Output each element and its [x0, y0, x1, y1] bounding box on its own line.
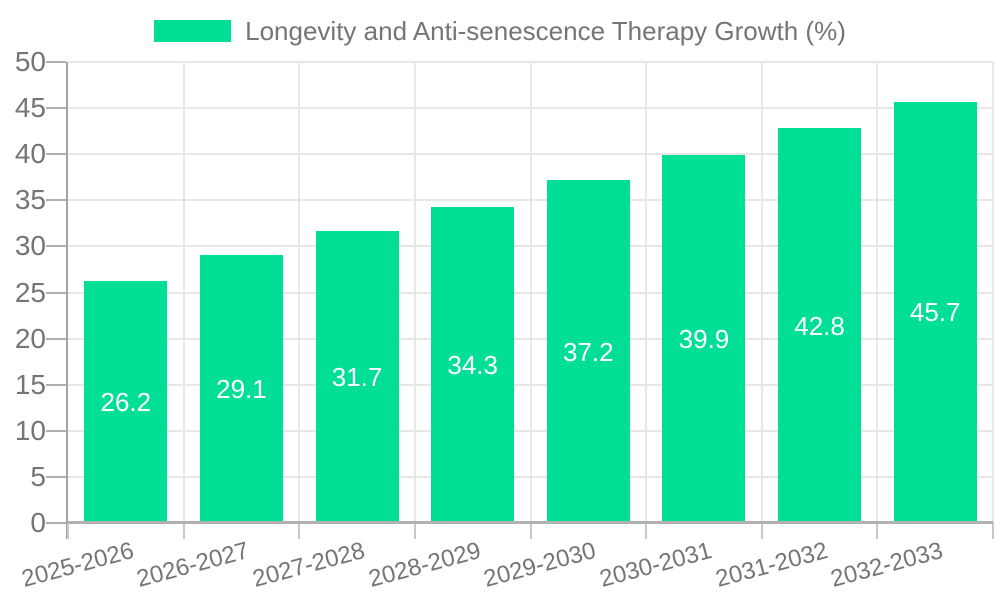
x-tick	[992, 523, 994, 539]
bar	[778, 128, 862, 523]
bar-value-label: 37.2	[563, 336, 614, 367]
bar	[431, 206, 515, 523]
bar	[546, 180, 630, 523]
gridline-v	[876, 62, 879, 523]
y-axis-tick-label: 20	[14, 322, 46, 354]
y-axis-tick-label: 50	[14, 46, 46, 77]
x-tick	[298, 523, 301, 539]
x-tick	[182, 523, 185, 539]
gridline-v	[992, 62, 994, 523]
y-tick	[46, 107, 66, 110]
x-tick	[529, 523, 532, 539]
gridline-v	[760, 62, 763, 523]
y-tick	[46, 291, 66, 294]
gridline-v	[645, 62, 648, 523]
y-axis-tick-label: 10	[14, 414, 46, 446]
y-tick	[46, 522, 66, 524]
bar-value-label: 29.1	[216, 373, 267, 404]
bar-value-label: 45.7	[909, 297, 961, 328]
y-axis-tick-label: 25	[14, 276, 46, 308]
gridline-v	[529, 62, 532, 523]
bar-value-label: 39.9	[678, 324, 730, 355]
chart-legend: Longevity and Anti-senescence Therapy Gr…	[0, 17, 1000, 45]
y-tick	[46, 199, 66, 202]
y-axis-line	[66, 62, 68, 539]
y-tick	[46, 245, 66, 248]
y-tick	[46, 429, 66, 432]
y-axis-tick-label: 5	[30, 460, 46, 492]
x-axis-line	[68, 521, 993, 524]
y-axis-tick-label: 45	[14, 92, 46, 124]
y-tick	[46, 383, 66, 386]
gridline-v	[182, 62, 185, 523]
bar-value-label: 42.8	[794, 310, 845, 341]
bar	[315, 230, 399, 523]
bar-value-label: 34.3	[447, 349, 498, 380]
plot-area: 26.2 29.1 31.7 34.3 37.2 39.9 42.8 45.7	[46, 61, 994, 539]
bar	[662, 155, 746, 523]
y-axis-tick-label: 40	[14, 138, 46, 170]
y-tick	[46, 61, 66, 63]
bar-value-label: 31.7	[331, 361, 383, 392]
y-tick	[46, 337, 66, 340]
gridline-v	[298, 62, 301, 523]
x-tick	[876, 523, 879, 539]
bar	[84, 281, 168, 523]
y-axis-tick-label: 0	[30, 507, 46, 538]
gridline-v	[413, 62, 416, 523]
x-tick	[645, 523, 648, 539]
y-axis-tick-label: 15	[14, 368, 46, 400]
x-tick	[67, 523, 69, 539]
bar	[199, 254, 283, 523]
x-tick	[760, 523, 763, 539]
y-tick	[46, 475, 66, 478]
y-tick	[46, 153, 66, 156]
y-axis-tick-label: 35	[14, 184, 46, 216]
y-axis-tick-label: 30	[14, 230, 46, 262]
legend-label: Longevity and Anti-senescence Therapy Gr…	[245, 16, 846, 46]
bar-value-label: 26.2	[100, 387, 152, 418]
legend-swatch	[154, 20, 232, 42]
x-tick	[413, 523, 416, 539]
bar	[893, 101, 977, 523]
